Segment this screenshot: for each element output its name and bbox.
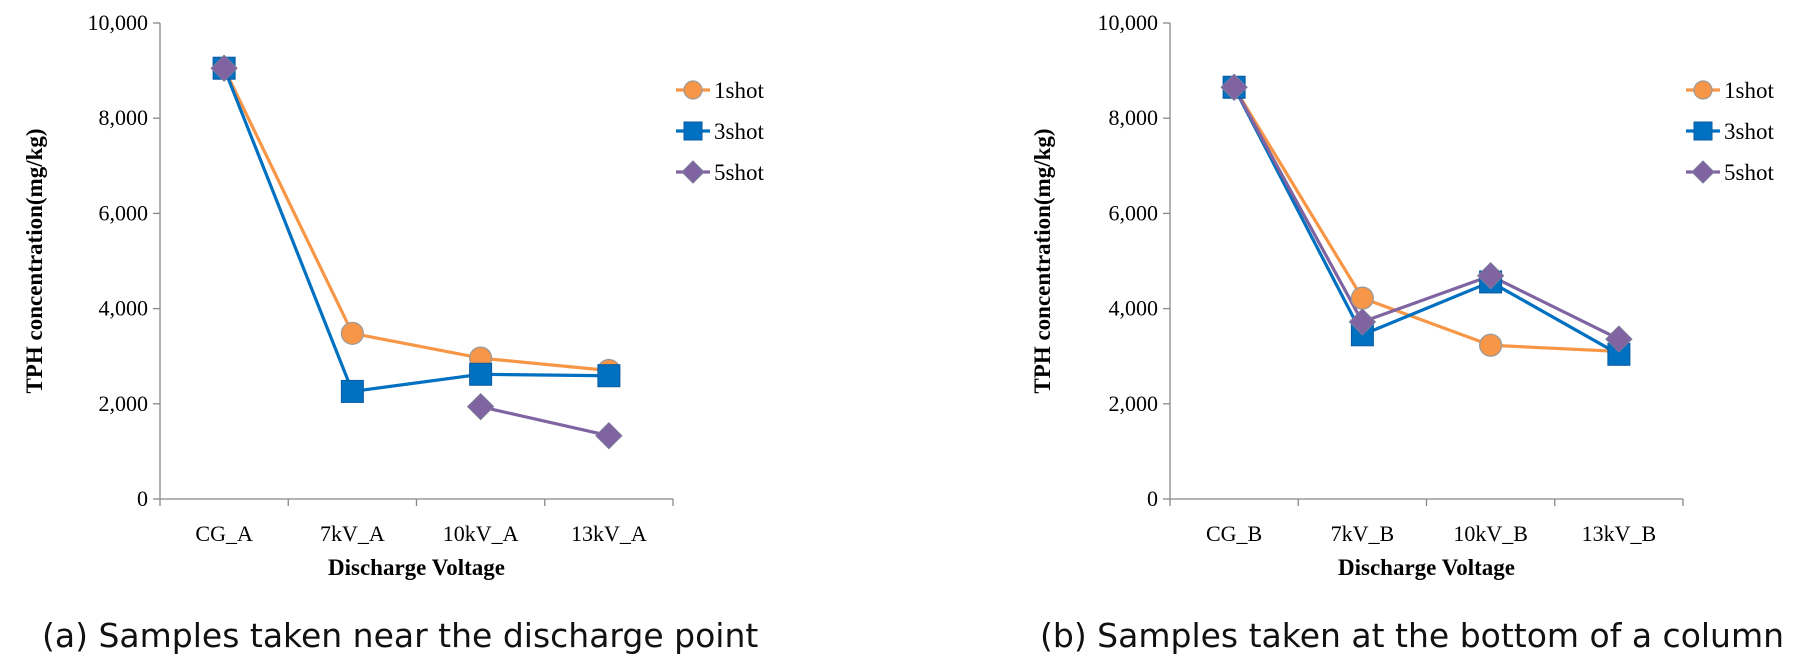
data-point-3shot <box>597 364 621 388</box>
data-point-5shot <box>1348 308 1377 336</box>
y-tick-label: 4,000 <box>1109 296 1159 321</box>
data-point-1shot <box>1479 333 1503 357</box>
data-point-3shot <box>340 379 364 403</box>
y-tick-label: 10,000 <box>88 10 149 35</box>
x-tick-label: 13kV_A <box>571 521 647 546</box>
legend-marker-5shot <box>681 160 705 184</box>
series-line-1shot <box>222 67 610 373</box>
x-axis-title: Discharge Voltage <box>328 555 505 580</box>
legend-label: 5shot <box>714 160 764 185</box>
panel-caption: (b) Samples taken at the bottom of a col… <box>1040 616 1784 655</box>
series-line-1shot <box>1232 86 1619 354</box>
y-tick-label: 2,000 <box>99 391 149 416</box>
data-point-1shot <box>340 321 364 345</box>
data-point-5shot <box>1605 325 1633 353</box>
x-tick-label: 13kV_B <box>1582 521 1657 546</box>
legend-label: 3shot <box>714 119 764 144</box>
y-tick-label: 0 <box>1147 486 1158 511</box>
series-line-5shot <box>480 405 610 438</box>
y-axis-title: TPH concentration(mg/kg) <box>22 128 47 393</box>
series-line-5shot <box>1232 86 1620 341</box>
data-point-5shot <box>210 54 238 82</box>
series-line-3shot <box>1232 86 1620 356</box>
y-tick-label: 2,000 <box>1109 391 1159 416</box>
x-tick-label: 7kV_A <box>320 521 385 546</box>
x-tick-label: 10kV_A <box>443 521 519 546</box>
legend-marker-1shot <box>1693 80 1713 100</box>
y-tick-label: 0 <box>137 486 148 511</box>
x-tick-label: 7kV_B <box>1331 521 1395 546</box>
legend-marker-1shot <box>683 80 703 100</box>
legend-marker-5shot <box>1691 160 1715 184</box>
y-tick-label: 6,000 <box>99 200 149 225</box>
y-tick-label: 10,000 <box>1098 10 1159 35</box>
data-point-5shot <box>595 421 623 450</box>
data-point-1shot <box>1350 286 1374 310</box>
x-axis-title: Discharge Voltage <box>1338 555 1515 580</box>
legend-marker-3shot <box>1693 121 1713 141</box>
x-tick-label: CG_A <box>195 521 253 546</box>
legend-label: 1shot <box>714 78 764 103</box>
y-tick-label: 6,000 <box>1109 200 1159 225</box>
legend-marker-3shot <box>683 121 703 141</box>
y-axis-title: TPH concentration(mg/kg) <box>1030 128 1055 393</box>
data-point-5shot <box>1220 73 1248 101</box>
series-line-3shot <box>222 67 609 394</box>
legend-label: 5shot <box>1724 160 1774 185</box>
data-point-5shot <box>1476 262 1505 290</box>
data-point-3shot <box>469 362 493 386</box>
x-tick-label: CG_B <box>1206 521 1262 546</box>
x-tick-label: 10kV_B <box>1453 521 1528 546</box>
data-point-5shot <box>466 392 495 421</box>
y-tick-label: 4,000 <box>99 296 149 321</box>
legend-label: 3shot <box>1724 119 1774 144</box>
y-tick-label: 8,000 <box>1109 105 1159 130</box>
y-tick-label: 8,000 <box>99 105 149 130</box>
panel-caption: (a) Samples taken near the discharge poi… <box>42 616 758 655</box>
legend-label: 1shot <box>1724 78 1774 103</box>
